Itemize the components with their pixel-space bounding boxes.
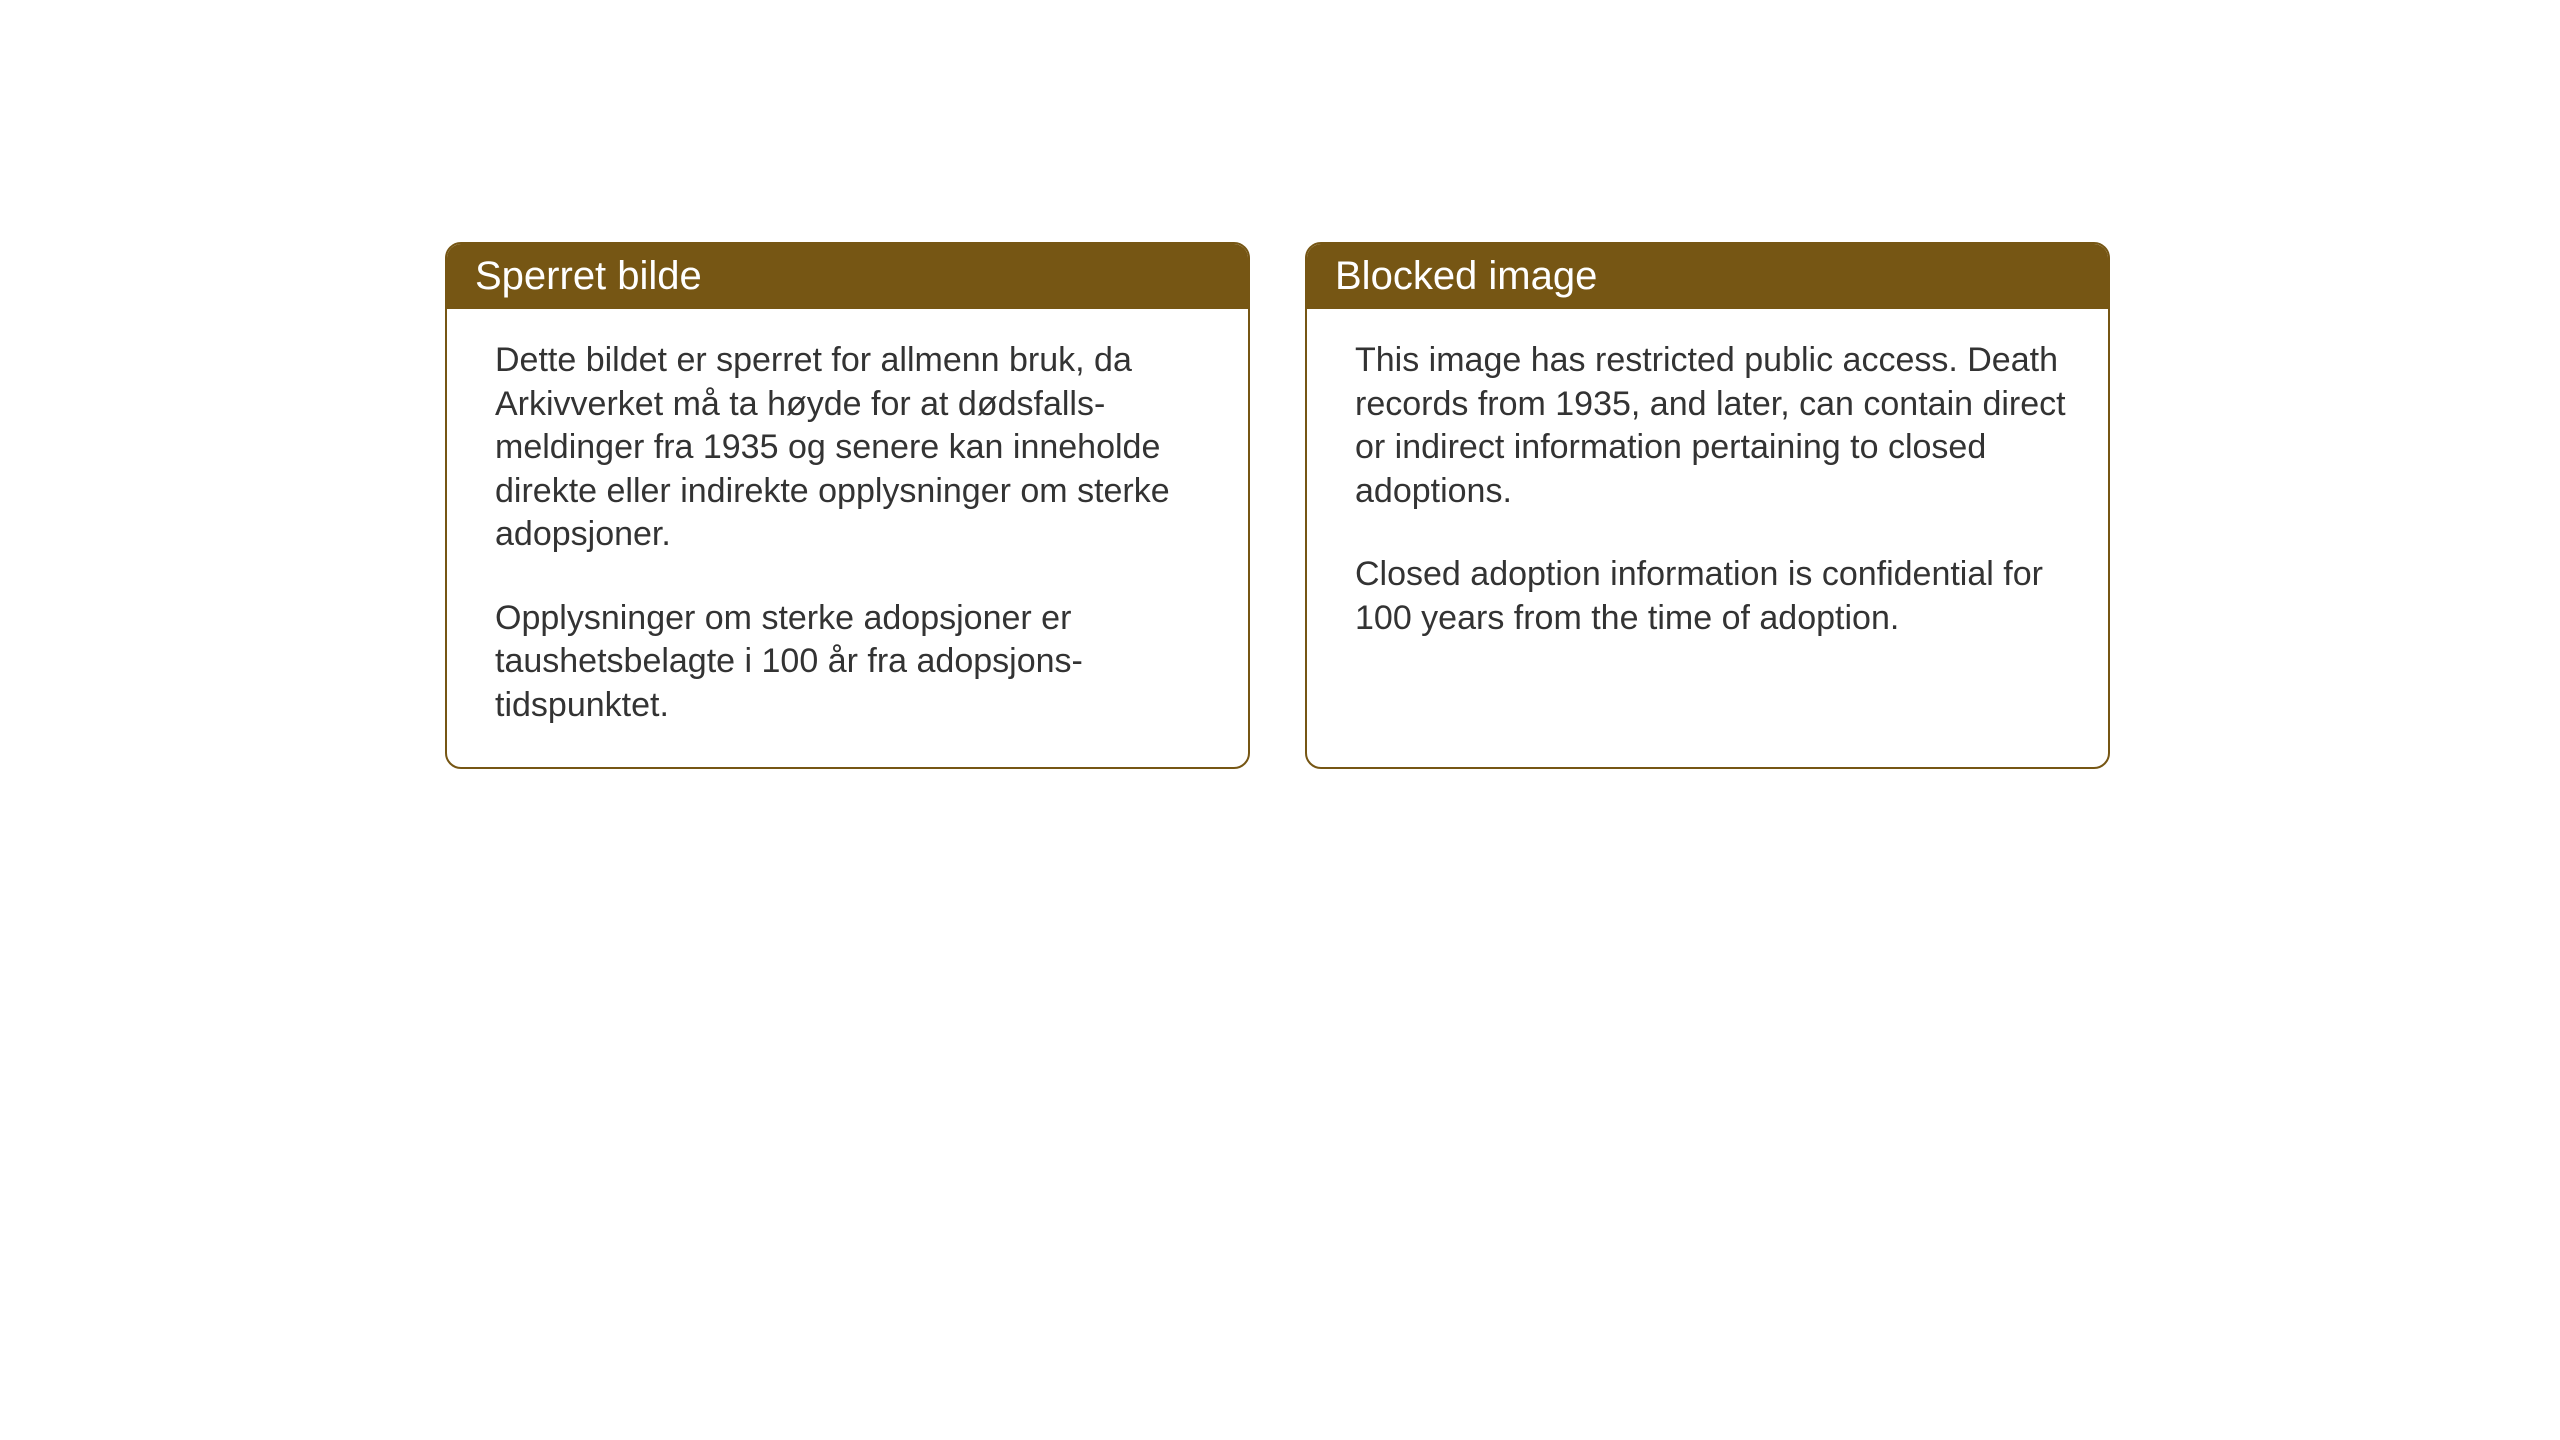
english-paragraph-1: This image has restricted public access.…: [1355, 339, 2068, 513]
norwegian-notice-card: Sperret bilde Dette bildet er sperret fo…: [445, 242, 1250, 769]
norwegian-paragraph-1: Dette bildet er sperret for allmenn bruk…: [495, 339, 1208, 557]
english-card-body: This image has restricted public access.…: [1307, 309, 2108, 680]
norwegian-card-title: Sperret bilde: [447, 244, 1248, 309]
english-paragraph-2: Closed adoption information is confident…: [1355, 553, 2068, 640]
norwegian-paragraph-2: Opplysninger om sterke adopsjoner er tau…: [495, 597, 1208, 728]
english-notice-card: Blocked image This image has restricted …: [1305, 242, 2110, 769]
notice-container: Sperret bilde Dette bildet er sperret fo…: [445, 242, 2110, 769]
english-card-title: Blocked image: [1307, 244, 2108, 309]
norwegian-card-body: Dette bildet er sperret for allmenn bruk…: [447, 309, 1248, 767]
